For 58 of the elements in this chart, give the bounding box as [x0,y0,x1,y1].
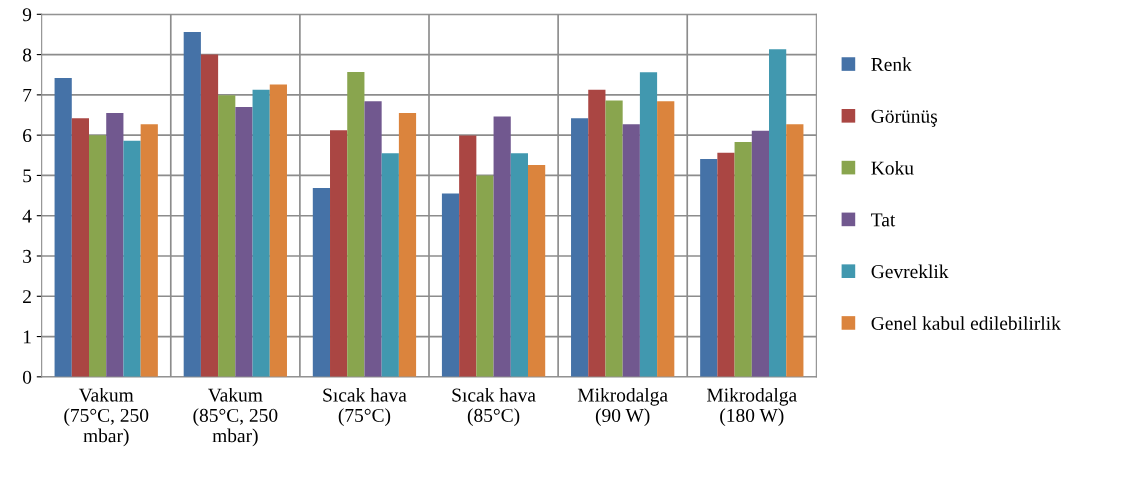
bar [786,124,804,377]
bar [510,153,528,377]
bar [700,158,718,377]
bar [269,84,287,377]
bar [441,193,460,377]
bar [717,152,735,377]
bar [588,89,606,377]
x-tick-label: Mikrodalga (90 W) [577,387,668,426]
legend-label: Görünüş [871,109,938,127]
bar [571,118,589,377]
x-tick-label: Mikrodalga (180 W) [706,387,797,426]
bar [106,113,124,377]
bar [769,49,787,377]
bar [200,54,219,377]
bar [381,153,399,377]
bar [54,77,72,377]
legend-label: Gevreklik [871,264,949,279]
bar [123,140,141,377]
bar [527,164,546,377]
bar [71,118,89,377]
x-tick-label: Vakum (85°C, 250 mbar) [193,387,278,447]
legend-label: Koku [871,160,914,175]
y-tick-label: 6 [23,129,32,143]
bar [252,89,270,377]
y-tick-label: 7 [23,88,32,102]
bar [140,124,158,377]
bar [751,130,770,377]
bar [364,101,382,377]
bar [605,100,623,377]
bar [622,124,640,377]
y-tick-label: 4 [22,209,32,223]
y-tick-label: 0 [22,370,32,384]
y-tick-label: 3 [23,249,32,263]
legend-label: Genel kabul edilebilirlik [871,316,1061,330]
y-tick-label: 9 [22,8,32,22]
y-tick-label: 2 [23,290,31,304]
bar [347,71,365,377]
y-tick-label: 5 [23,169,32,183]
y-tick-label: 8 [22,48,32,62]
bar [459,135,477,377]
bar [493,116,511,377]
bar [398,113,417,377]
legend-label: Renk [871,57,912,72]
bar [235,106,253,377]
bar [657,101,675,377]
x-tick-label: Vakum (75°C, 250 mbar) [64,387,149,447]
bar [183,32,201,377]
bar [89,135,107,377]
x-tick-label: Sıcak hava (75°C) [323,387,407,426]
legend-label: Tat [871,213,896,227]
x-tick-label: Sıcak hava (85°C) [452,387,536,426]
y-tick-label: 1 [23,330,31,344]
bar [218,95,236,377]
bar [476,175,494,377]
bar [734,142,752,377]
bar [312,187,331,377]
bar [639,72,658,377]
bar [330,130,348,377]
